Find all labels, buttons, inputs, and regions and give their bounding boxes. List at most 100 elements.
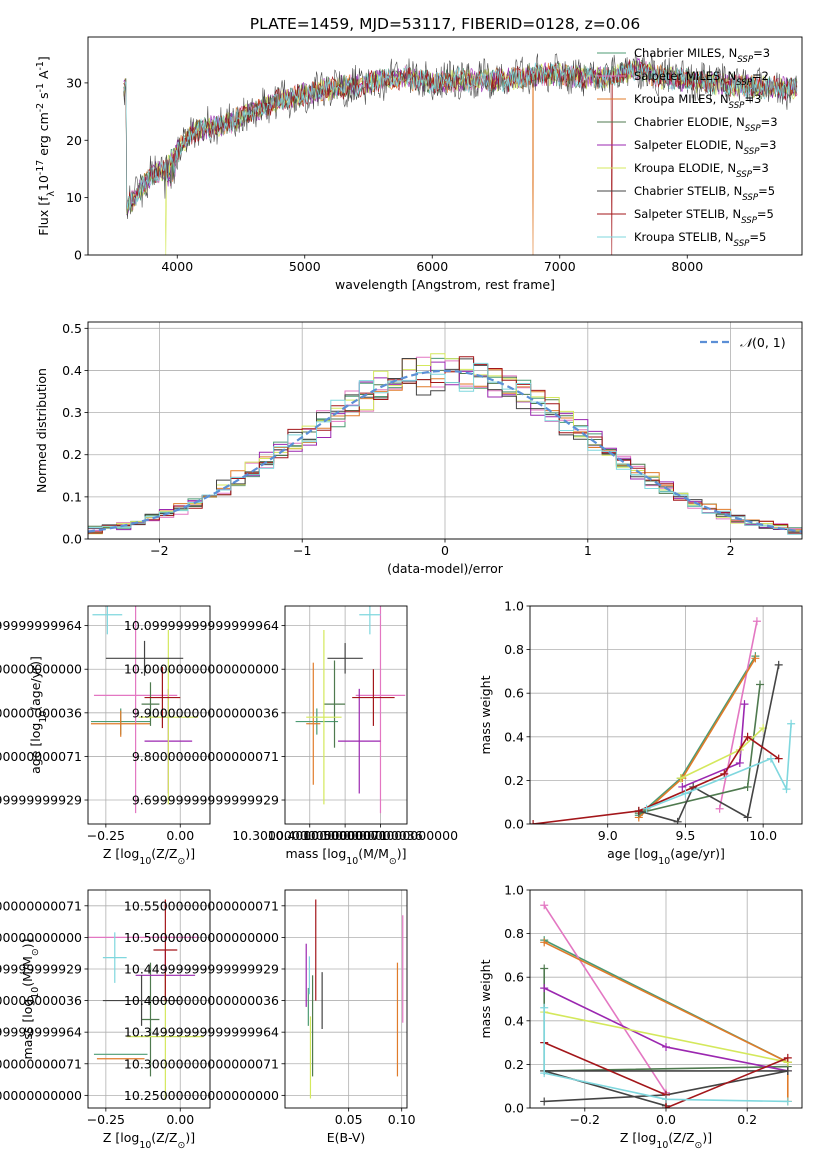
y-tick-label: 20 [66, 133, 82, 148]
legend-label: Salpeter ELODIE, NSSP=3 [634, 138, 776, 157]
weight-line-kroupa-elodie [544, 1011, 788, 1064]
spectrum-line-kroupa-stelib [123, 62, 798, 212]
axes-frame [87, 605, 211, 825]
axes-frame [87, 36, 803, 256]
plot-area [540, 901, 792, 1108]
weight-marker [540, 901, 549, 910]
weight-marker [782, 785, 791, 794]
x-tick-label: 0.05 [335, 1112, 363, 1127]
weight-marker [752, 617, 761, 626]
y-tick-label: 10.25000000000000000 [124, 1088, 279, 1103]
y-axis-label: Flux [fλ10-17 erg cm-2 s-1 A-1] [35, 56, 57, 235]
weight-marker [540, 938, 549, 947]
y-tick-label: 10.50000000000000000 [0, 930, 82, 945]
errorbar-chabrier-stelib [102, 975, 181, 1026]
weight-marker [540, 984, 549, 993]
y-tick-label: 10.30000000000000071 [0, 1056, 82, 1071]
axes-frame [529, 889, 803, 1109]
weight-marker [783, 1066, 792, 1075]
weight-marker [743, 732, 752, 741]
x-tick-label: 1 [584, 543, 592, 558]
y-axis-label: mass [log10(M/M⊙)] [20, 939, 41, 1060]
figure-title: PLATE=1459, MJD=53117, FIBERID=0128, z=0… [250, 15, 640, 33]
errorbar-salpeter-elodie [338, 688, 381, 794]
x-axis-label: Z [log10(Z/Z⊙)] [103, 1130, 195, 1151]
errorbar-salpeter-stelib [352, 669, 395, 726]
errorbar-chabrier-elodie [323, 660, 346, 748]
errorbar-kroupa-stelib [92, 606, 123, 635]
plot-area [295, 606, 406, 814]
plot-area [88, 899, 205, 1100]
y-tick-label: 10.44999999999999929 [124, 961, 279, 976]
weight-marker [740, 700, 749, 709]
plot-area [305, 899, 404, 1099]
y-tick-label: 10.40000000000000036 [124, 993, 279, 1008]
weight-marker [743, 813, 752, 822]
weight-marker [540, 1003, 549, 1012]
weight-marker [735, 758, 744, 767]
weight-marker [673, 817, 682, 824]
panel-massweight_vs_age: 9.0 9.5 10.0 0.0 0.2 0.4 0.6 0.8 1.0 age [log10(a… [478, 599, 803, 867]
y-tick-label: 0.8 [504, 642, 524, 657]
weight-marker [676, 774, 685, 783]
plot-area [88, 353, 802, 537]
errorbar-salpeter-stelib [144, 667, 181, 729]
y-tick-label: 10.50000000000000000 [124, 930, 279, 945]
y-tick-label: 1.0 [504, 599, 524, 614]
histogram-kroupa-stelib [88, 362, 802, 535]
weight-marker [678, 782, 687, 791]
x-tick-label: 10.40000000000000036 [268, 828, 423, 843]
y-tick-label: 10.30000000000000071 [124, 1056, 279, 1071]
y-tick-label: 10.40000000000000036 [0, 993, 82, 1008]
residuals-legend: 𝒩(0, 1) [700, 335, 786, 350]
weight-marker [540, 1069, 549, 1078]
normal-curve [88, 369, 802, 533]
legend-label: Kroupa ELODIE, NSSP=3 [634, 161, 769, 180]
y-tick-label: 0.5 [62, 321, 82, 336]
x-tick-label: 10.0 [749, 828, 777, 843]
weight-marker [774, 660, 783, 669]
x-tick-label: 6000 [416, 259, 448, 274]
errorbar-salpeter-stelib [153, 899, 178, 1001]
y-tick-label: 10.25000000000000000 [0, 1088, 82, 1103]
x-tick-label: 8000 [671, 259, 703, 274]
legend-label: Chabrier STELIB, NSSP=5 [634, 184, 775, 203]
y-tick-label: 0.0 [62, 532, 82, 547]
x-tick-label: 5000 [289, 259, 321, 274]
y-tick-label: 1.0 [504, 883, 524, 898]
errorbar-kroupa-miles [90, 710, 151, 737]
y-axis-label: Normed distribution [34, 368, 49, 493]
y-tick-label: 9.69999999999999929 [0, 793, 82, 808]
x-tick-label: 0.00 [166, 1112, 194, 1127]
x-axis-label: mass [log10(M/M⊙)] [286, 846, 407, 867]
weight-marker [642, 804, 651, 813]
weight-line-kroupa-miles [638, 657, 757, 819]
x-tick-label: 4000 [161, 259, 193, 274]
y-tick-label: 9.90000000000000036 [0, 705, 82, 720]
x-axis-label: E(B-V) [327, 1130, 366, 1145]
y-tick-label: 9.90000000000000036 [132, 705, 279, 720]
x-axis-label: Z [log10(Z/Z⊙)] [103, 846, 195, 867]
x-tick-label: −0.25 [87, 828, 125, 843]
y-tick-label: 0.0 [504, 1101, 524, 1116]
weight-marker [540, 1097, 549, 1106]
panel-age_vs_Z: −0.25 0.00 9.69999999999999929 9.8000000000… [0, 605, 211, 867]
x-tick-label: 0.00 [166, 828, 194, 843]
y-tick-label: 0.0 [504, 817, 524, 832]
panel-spectrum: 4000 5000 6000 7000 8000 0 10 20 30 wavelength [A… [35, 36, 803, 292]
x-tick-label: 0.2 [737, 1112, 757, 1127]
legend-label: Salpeter MILES, NSSP=2 [634, 69, 769, 88]
y-tick-label: 0.8 [504, 926, 524, 941]
y-tick-label: 10.44999999999999929 [0, 961, 82, 976]
weight-marker [662, 1042, 670, 1051]
x-tick-label: 0.0 [656, 1112, 676, 1127]
weight-line-salpeter-elodie [682, 704, 746, 788]
y-tick-label: 0.1 [62, 489, 82, 504]
y-tick-label: 10 [66, 190, 82, 205]
x-tick-label: −1 [293, 543, 311, 558]
x-tick-label: 10.50000000000000000 [303, 828, 458, 843]
x-tick-label: 10.30000000000000071 [232, 828, 387, 843]
panel-age_vs_mass: 10.3000000000000007110.40000000000000036… [124, 605, 458, 867]
panel-residuals: −2 −1 0 1 2 0.0 0.1 0.2 0.3 0.4 0.5 (data-model)/er… [34, 321, 803, 576]
